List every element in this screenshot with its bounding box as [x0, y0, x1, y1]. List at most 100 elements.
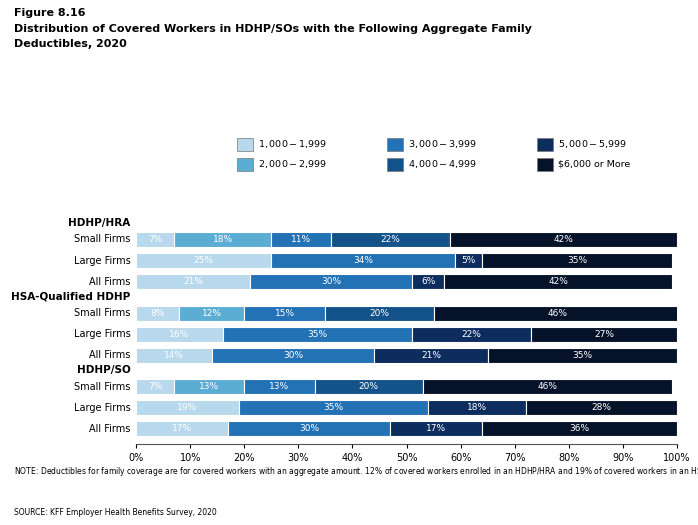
Bar [136, 253, 272, 268]
Bar [412, 327, 531, 342]
Text: 18%: 18% [213, 235, 232, 244]
Bar [136, 274, 250, 289]
Text: 27%: 27% [594, 330, 614, 339]
Bar [179, 306, 244, 321]
Bar [325, 306, 433, 321]
Bar [136, 379, 174, 394]
Text: All Firms: All Firms [89, 277, 131, 287]
Text: HDHP/SO: HDHP/SO [77, 365, 131, 375]
Text: 35%: 35% [307, 330, 327, 339]
Text: 14%: 14% [164, 351, 184, 360]
Text: Large Firms: Large Firms [74, 329, 131, 339]
Text: 22%: 22% [380, 235, 400, 244]
Text: $2,000 - $2,999: $2,000 - $2,999 [258, 159, 327, 170]
Bar [488, 348, 677, 363]
Text: 5%: 5% [461, 256, 476, 265]
Bar [450, 232, 677, 247]
Text: 46%: 46% [537, 382, 557, 391]
Text: 35%: 35% [567, 256, 587, 265]
Text: 35%: 35% [572, 351, 593, 360]
Text: 8%: 8% [151, 309, 165, 318]
Text: 16%: 16% [170, 330, 189, 339]
Text: 13%: 13% [269, 382, 290, 391]
Bar [331, 232, 450, 247]
Text: 28%: 28% [591, 403, 611, 412]
Text: 6%: 6% [421, 277, 436, 286]
Text: 17%: 17% [172, 424, 192, 434]
Bar [212, 348, 374, 363]
Bar [423, 379, 671, 394]
Text: NOTE: Deductibles for family coverage are for covered workers with an aggregate : NOTE: Deductibles for family coverage ar… [14, 465, 698, 478]
Text: Small Firms: Small Firms [74, 235, 131, 245]
Bar [315, 379, 423, 394]
Text: 20%: 20% [359, 382, 379, 391]
Text: 12%: 12% [202, 309, 222, 318]
Text: HDHP/HRA: HDHP/HRA [68, 218, 131, 228]
Bar [239, 400, 428, 415]
Bar [482, 253, 671, 268]
Bar [429, 400, 526, 415]
Bar [223, 327, 412, 342]
Text: All Firms: All Firms [89, 424, 131, 434]
Bar [445, 274, 671, 289]
Text: Deductibles, 2020: Deductibles, 2020 [14, 39, 127, 49]
Text: 30%: 30% [283, 351, 303, 360]
Text: 21%: 21% [183, 277, 203, 286]
Bar [482, 422, 677, 436]
Text: 34%: 34% [353, 256, 373, 265]
Text: 13%: 13% [199, 382, 219, 391]
Bar [174, 379, 244, 394]
Bar [412, 274, 445, 289]
Text: 7%: 7% [148, 382, 162, 391]
Text: 36%: 36% [570, 424, 590, 434]
Text: $4,000 - $4,999: $4,000 - $4,999 [408, 159, 477, 170]
Text: 20%: 20% [369, 309, 389, 318]
Text: 35%: 35% [323, 403, 343, 412]
Text: $5,000 - $5,999: $5,000 - $5,999 [558, 139, 628, 150]
Text: 21%: 21% [421, 351, 441, 360]
Bar [531, 327, 677, 342]
Text: Distribution of Covered Workers in HDHP/SOs with the Following Aggregate Family: Distribution of Covered Workers in HDHP/… [14, 24, 532, 34]
Bar [272, 253, 455, 268]
Text: Large Firms: Large Firms [74, 403, 131, 413]
Text: Small Firms: Small Firms [74, 382, 131, 392]
Text: 7%: 7% [148, 235, 162, 244]
Bar [244, 306, 325, 321]
Text: 17%: 17% [426, 424, 447, 434]
Text: $3,000 - $3,999: $3,000 - $3,999 [408, 139, 477, 150]
Text: 30%: 30% [299, 424, 319, 434]
Bar [136, 306, 179, 321]
Bar [272, 232, 331, 247]
Bar [136, 422, 228, 436]
Text: 18%: 18% [467, 403, 487, 412]
Text: 22%: 22% [461, 330, 482, 339]
Text: All Firms: All Firms [89, 350, 131, 360]
Text: Figure 8.16: Figure 8.16 [14, 8, 85, 18]
Text: 19%: 19% [177, 403, 198, 412]
Text: 11%: 11% [291, 235, 311, 244]
Bar [244, 379, 315, 394]
Text: Small Firms: Small Firms [74, 308, 131, 318]
Bar [136, 400, 239, 415]
Bar [250, 274, 412, 289]
Text: $6,000 or More: $6,000 or More [558, 160, 631, 169]
Bar [374, 348, 488, 363]
Text: 46%: 46% [548, 309, 568, 318]
Text: 25%: 25% [194, 256, 214, 265]
Bar [136, 327, 223, 342]
Bar [455, 253, 482, 268]
Bar [390, 422, 482, 436]
Text: 42%: 42% [554, 235, 573, 244]
Text: HSA-Qualified HDHP: HSA-Qualified HDHP [11, 291, 131, 301]
Text: $1,000 - $1,999: $1,000 - $1,999 [258, 139, 327, 150]
Bar [136, 232, 174, 247]
Text: Large Firms: Large Firms [74, 256, 131, 266]
Bar [228, 422, 390, 436]
Bar [136, 348, 212, 363]
Bar [174, 232, 272, 247]
Text: 30%: 30% [321, 277, 341, 286]
Bar [526, 400, 677, 415]
Text: 42%: 42% [548, 277, 568, 286]
Text: 15%: 15% [275, 309, 295, 318]
Text: SOURCE: KFF Employer Health Benefits Survey, 2020: SOURCE: KFF Employer Health Benefits Sur… [14, 508, 216, 517]
